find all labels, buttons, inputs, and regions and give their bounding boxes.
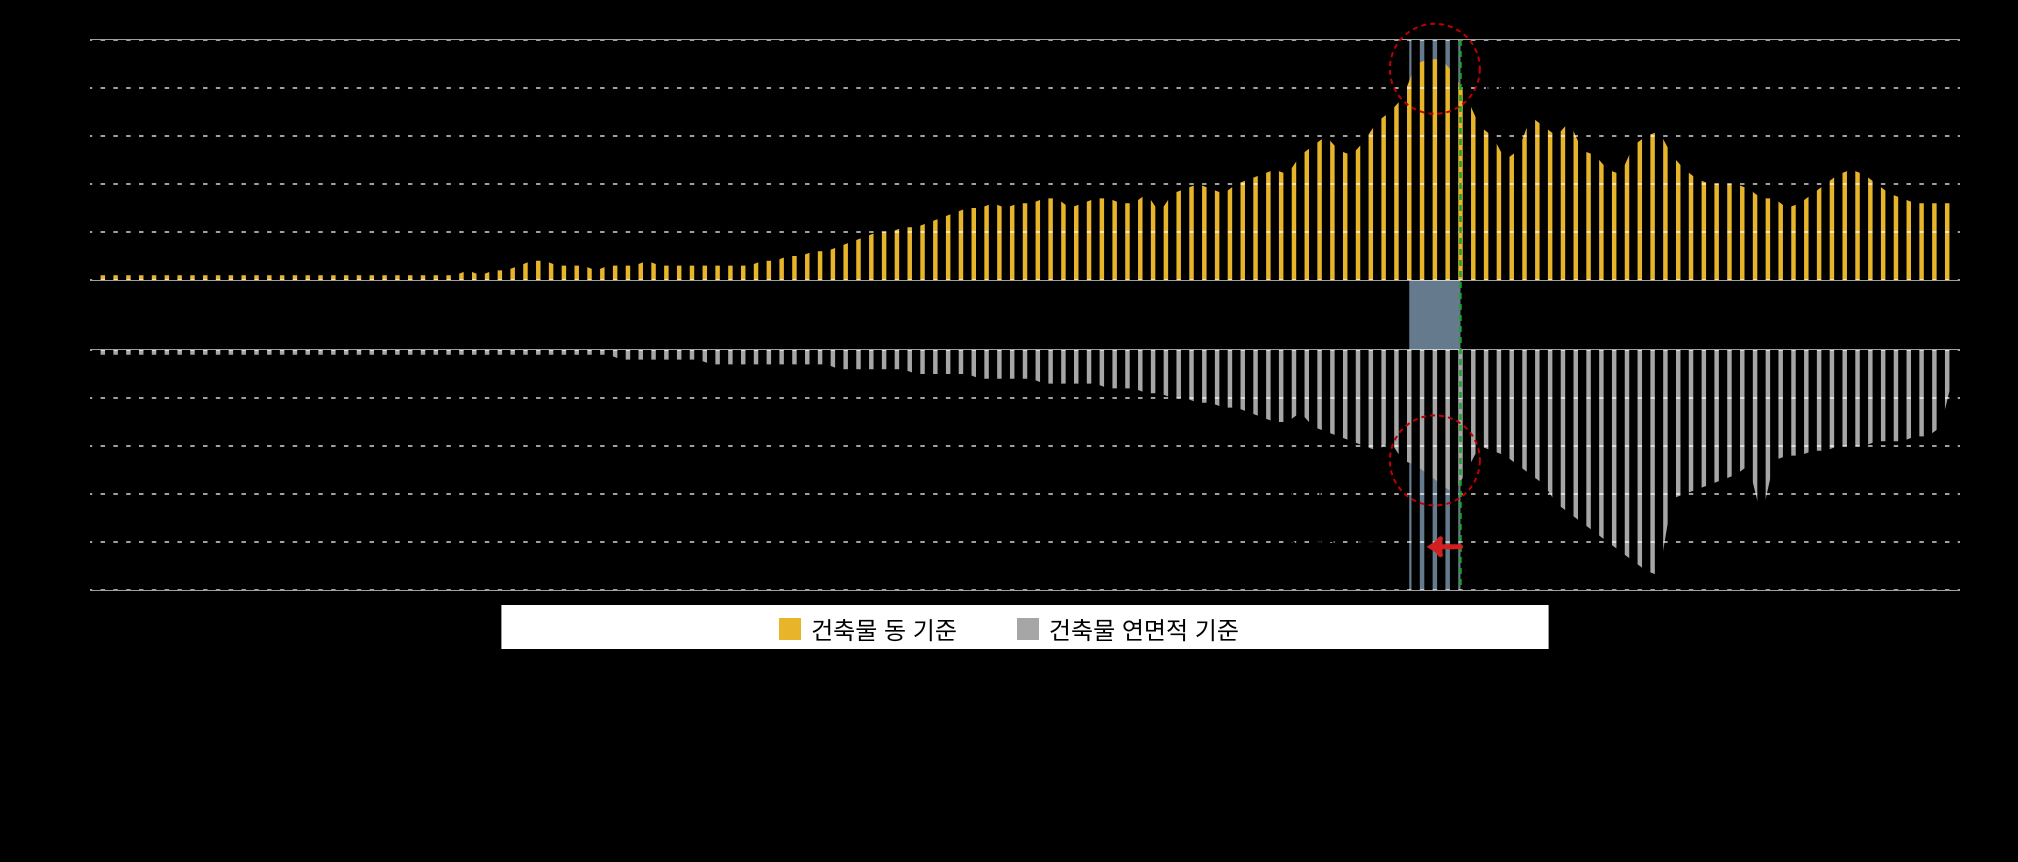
footnote-text: (이 그림 참고) — [1280, 539, 1385, 559]
chart-container: 건축물동 최빈값 연면 면적 최빈값 (이 그림 참고) 건축물 동 기준건축물… — [0, 0, 2018, 862]
legend-item: 건축물 연면적 기준 — [1017, 611, 1239, 646]
callout-bottom-line1: 연면 면적 — [1279, 452, 1358, 474]
callout-top: 건축물동 최빈값 — [1480, 50, 1554, 105]
legend: 건축물 동 기준 건축물 연면적 기준 — [0, 611, 2018, 646]
legend-label: 건축물 동 기준 — [811, 611, 957, 646]
callout-bottom-line2: 최빈값 — [1279, 475, 1358, 501]
legend-swatch — [779, 618, 801, 640]
chart-svg — [0, 0, 2018, 862]
legend-item: 건축물 동 기준 — [779, 611, 957, 646]
callout-top-line2: 최빈값 — [1480, 79, 1554, 105]
callout-bottom: 연면 면적 최빈값 — [1279, 446, 1358, 501]
callout-top-line1: 건축물동 — [1480, 56, 1554, 78]
footnote: (이 그림 참고) — [1280, 535, 1385, 561]
legend-label: 건축물 연면적 기준 — [1049, 611, 1239, 646]
legend-swatch — [1017, 618, 1039, 640]
